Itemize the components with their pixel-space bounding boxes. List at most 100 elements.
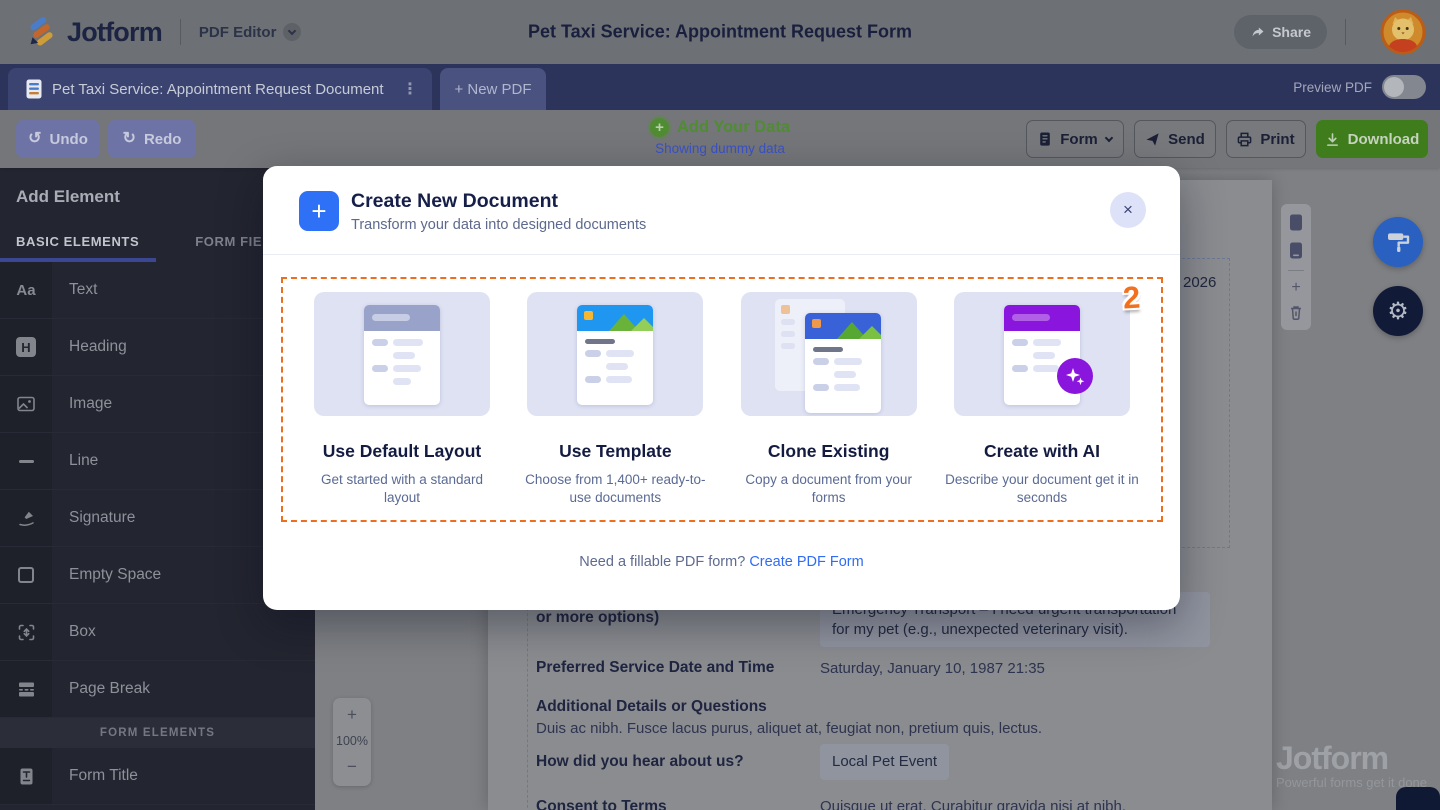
field-label[interactable]: Additional Details or Questions [536,698,767,715]
redo-button[interactable]: ↻ Redo [108,120,196,158]
sidebar-item-text[interactable]: Aa Text [0,262,315,319]
clone-illustration [740,292,917,416]
sidebar-item-line[interactable]: Line [0,433,315,490]
preview-pdf-toggle[interactable] [1382,75,1426,99]
watermark-tagline: Powerful forms get it done [1276,775,1428,790]
sidebar-item-page-break[interactable]: Page Break [0,661,315,718]
footer-text: Need a fillable PDF form? [579,554,746,570]
sidebar-item-heading[interactable]: H Heading [0,319,315,376]
modal-header: + Create New Document Transform your dat… [263,166,1180,255]
design-button[interactable] [1373,217,1423,267]
sidebar-tabs: BASIC ELEMENTS FORM FIEL [0,220,315,262]
form-dropdown-button[interactable]: Form [1026,120,1124,158]
share-label: Share [1272,24,1311,40]
tab-basic-elements[interactable]: BASIC ELEMENTS [16,233,140,249]
element-sidebar: Add Element BASIC ELEMENTS FORM FIEL Aa … [0,168,315,810]
user-avatar[interactable] [1380,9,1426,55]
field-label[interactable]: Consent to Terms [536,798,667,810]
field-value-highlighted[interactable]: Local Pet Event [820,744,950,780]
document-tab[interactable]: Pet Taxi Service: Appointment Request Do… [8,68,432,110]
toolbar: ↺ Undo ↻ Redo + Add Your Data Showing du… [0,110,1440,168]
page-thumbnail-2[interactable] [1289,242,1303,259]
undo-icon: ↺ [28,130,42,147]
zoom-out-button[interactable]: − [347,757,357,776]
field-value[interactable]: Quisque ut erat. Curabitur gravida nisi … [820,798,1126,810]
add-page-button[interactable]: + [1291,279,1301,296]
signature-icon [0,490,52,546]
form-elements-section-header: FORM ELEMENTS [0,718,315,748]
zoom-in-button[interactable]: + [347,705,357,724]
field-label[interactable]: or more options) [536,609,660,626]
send-label: Send [1168,130,1205,148]
document-icon [26,79,42,99]
new-pdf-label: + New PDF [454,80,532,98]
ai-sparkle-icon [1056,358,1093,394]
download-icon [1326,132,1338,146]
field-value[interactable]: Saturday, January 10, 1987 21:35 [820,660,1045,677]
redo-icon: ↻ [122,130,136,147]
jotform-logo[interactable]: Jotform [24,15,163,49]
delete-page-icon[interactable] [1289,305,1303,320]
line-icon [0,433,52,489]
print-button[interactable]: Print [1226,120,1306,158]
send-icon [1146,132,1159,146]
download-button[interactable]: Download [1316,120,1428,158]
download-label: Download [1347,130,1420,148]
use-default-layout-card[interactable]: Use Default Layout Get started with a st… [301,292,503,507]
form-label: Form [1060,130,1098,148]
sidebar-item-signature[interactable]: Signature [0,490,315,547]
header-divider [179,19,181,45]
print-icon [1238,132,1252,146]
create-pdf-form-link[interactable]: Create PDF Form [749,554,864,570]
card-description: Copy a document from your forms [745,472,912,505]
jotform-logo-icon [30,17,53,46]
panel-divider [1288,270,1304,271]
close-icon: × [1123,200,1133,219]
undo-button[interactable]: ↺ Undo [16,120,100,158]
annotation-highlight-region: Use Default Layout Get started with a st… [281,277,1163,522]
cat-avatar-icon [1380,9,1426,55]
clone-existing-card[interactable]: Clone Existing Copy a document from your… [728,292,930,507]
tab-form-fields[interactable]: FORM FIEL [195,233,271,249]
sidebar-item-form-title[interactable]: Form Title [0,748,315,805]
active-tab-underline [0,258,156,262]
field-value[interactable]: Duis ac nibh. Fusce lacus purus, aliquet… [536,720,1043,737]
add-your-data-button[interactable]: + Add Your Data [649,118,790,137]
create-with-ai-card[interactable]: Create with AI Describe your document ge… [941,292,1143,507]
form-icon [1040,132,1051,146]
plus-circle-icon: + [649,118,669,137]
form-title-icon [0,748,52,804]
chevron-down-icon [288,26,297,35]
field-label[interactable]: How did you hear about us? [536,753,744,770]
field-label[interactable]: Preferred Service Date and Time [536,659,775,676]
send-button[interactable]: Send [1134,120,1216,158]
share-button[interactable]: Share [1234,15,1327,49]
page-panel: + [1281,204,1311,330]
close-button[interactable]: × [1110,192,1146,228]
share-icon [1252,27,1264,37]
product-switcher[interactable] [283,23,302,41]
showing-dummy-data-link[interactable]: Showing dummy data [655,141,785,156]
print-label: Print [1260,130,1295,148]
settings-button[interactable]: ⚙ [1373,286,1423,336]
sidebar-item-box[interactable]: Box [0,604,315,661]
tab-menu-icon[interactable]: ⋮ [402,81,418,98]
preview-pdf-label: Preview PDF [1293,79,1372,95]
product-name: PDF Editor [198,23,277,41]
use-template-card[interactable]: Use Template Choose from 1,400+ ready-to… [514,292,716,507]
brand-name: Jotform [67,16,163,47]
help-chat-button[interactable] [1396,787,1440,810]
sidebar-item-empty-space[interactable]: Empty Space [0,547,315,604]
sidebar-item-label: Signature [69,509,136,526]
sidebar-item-image[interactable]: Image [0,376,315,433]
date-fragment: 2026 [1183,274,1217,291]
redo-label: Redo [143,130,182,148]
modal-subtitle: Transform your data into designed docume… [351,217,647,233]
page-break-icon [0,661,52,717]
sidebar-item-label: Line [69,452,99,469]
page-thumbnail-1[interactable] [1289,214,1303,231]
annotation-step-badge: 2 [1122,279,1142,316]
sidebar-item-label: Empty Space [69,566,162,583]
new-pdf-button[interactable]: + New PDF [440,68,546,110]
